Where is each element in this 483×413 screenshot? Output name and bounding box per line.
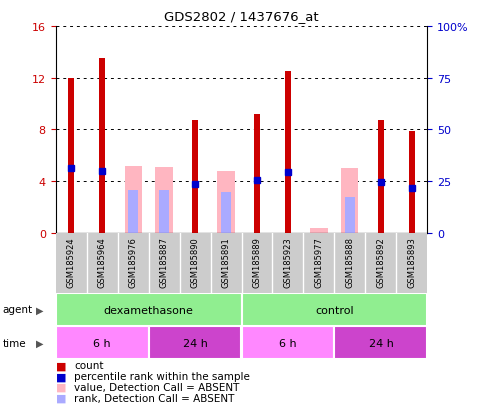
Text: rank, Detection Call = ABSENT: rank, Detection Call = ABSENT [74, 393, 234, 403]
Text: GSM185891: GSM185891 [222, 237, 230, 287]
Bar [217, 171, 235, 233]
Bar [242, 293, 427, 326]
Bar [254, 114, 260, 233]
Bar [128, 191, 138, 233]
Text: GSM185964: GSM185964 [98, 237, 107, 287]
Text: GSM185889: GSM185889 [253, 237, 261, 287]
Bar [159, 191, 169, 233]
Text: control: control [315, 305, 354, 315]
Bar [409, 131, 415, 233]
Bar [56, 326, 149, 359]
Text: GSM185890: GSM185890 [190, 237, 199, 287]
Text: 24 h: 24 h [183, 338, 208, 348]
Bar [56, 293, 242, 326]
Text: 24 h: 24 h [369, 338, 394, 348]
Text: GSM185923: GSM185923 [284, 237, 293, 287]
Text: ■: ■ [56, 371, 66, 381]
Text: GSM185887: GSM185887 [159, 237, 169, 287]
Text: GSM185977: GSM185977 [314, 237, 324, 287]
Text: percentile rank within the sample: percentile rank within the sample [74, 371, 250, 381]
Text: 6 h: 6 h [93, 338, 111, 348]
Text: count: count [74, 361, 103, 370]
Bar [345, 197, 355, 233]
Bar [242, 326, 334, 359]
Text: ■: ■ [56, 393, 66, 403]
Bar [68, 78, 74, 233]
Bar [125, 166, 142, 233]
Text: GSM185892: GSM185892 [376, 237, 385, 287]
Text: ■: ■ [56, 361, 66, 370]
Text: ▶: ▶ [36, 338, 43, 348]
Text: agent: agent [2, 305, 32, 315]
Bar [156, 168, 172, 233]
Text: dexamethasone: dexamethasone [103, 305, 194, 315]
Text: ▶: ▶ [36, 305, 43, 315]
Bar [149, 326, 242, 359]
Text: GDS2802 / 1437676_at: GDS2802 / 1437676_at [164, 10, 319, 23]
Text: GSM185893: GSM185893 [408, 237, 416, 287]
Text: GSM185888: GSM185888 [345, 237, 355, 287]
Text: GSM185924: GSM185924 [67, 237, 75, 287]
Text: GSM185976: GSM185976 [128, 237, 138, 287]
Bar [334, 326, 427, 359]
Text: ■: ■ [56, 382, 66, 392]
Text: time: time [2, 338, 26, 348]
Text: 6 h: 6 h [279, 338, 297, 348]
Text: value, Detection Call = ABSENT: value, Detection Call = ABSENT [74, 382, 239, 392]
Bar [192, 121, 198, 233]
Bar [341, 169, 358, 233]
Bar [99, 59, 105, 233]
Bar [285, 72, 291, 233]
Bar [221, 192, 231, 233]
Bar [378, 121, 384, 233]
Bar [311, 228, 327, 233]
